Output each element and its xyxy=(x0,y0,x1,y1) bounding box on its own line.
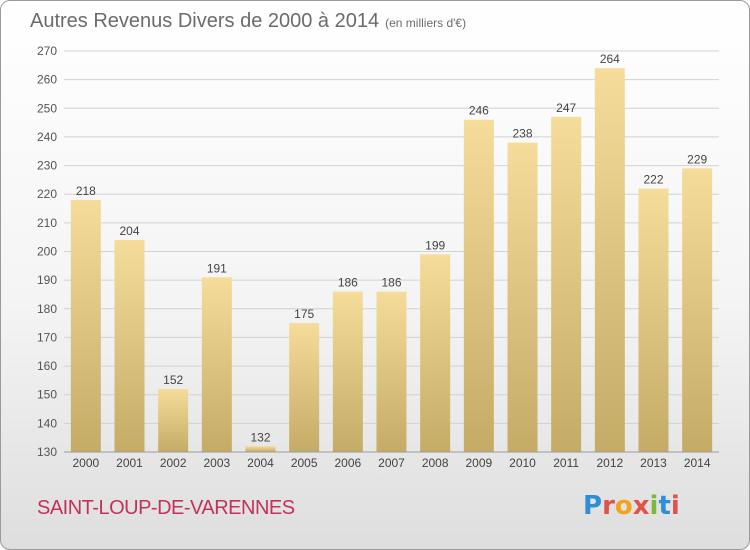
y-tick-label: 140 xyxy=(37,416,57,430)
value-label-2005: 175 xyxy=(294,307,314,321)
y-tick-label: 220 xyxy=(37,187,57,201)
y-tick-label: 130 xyxy=(37,445,57,459)
value-label-2006: 186 xyxy=(338,276,358,290)
logo-letter: i xyxy=(670,491,680,521)
bar-2003 xyxy=(201,277,232,452)
value-label-2008: 199 xyxy=(425,238,445,252)
value-label-2011: 247 xyxy=(556,101,576,115)
x-tick-label-2001: 2001 xyxy=(116,456,143,470)
logo-letter: x xyxy=(632,491,650,521)
y-tick-label: 270 xyxy=(37,44,57,58)
bar-2013 xyxy=(638,188,669,452)
proxiti-logo[interactable]: Proxiti xyxy=(583,491,680,521)
x-tick-label-2005: 2005 xyxy=(291,456,318,470)
bar-2000 xyxy=(70,199,101,452)
y-tick-label: 230 xyxy=(37,159,57,173)
value-label-2003: 191 xyxy=(207,261,227,275)
y-tick-label: 240 xyxy=(37,130,57,144)
x-tick-label-2007: 2007 xyxy=(378,456,405,470)
chart-title-main: Autres Revenus Divers de 2000 à 2014 xyxy=(30,10,380,32)
value-label-2014: 229 xyxy=(687,152,707,166)
y-tick-label: 190 xyxy=(37,273,57,287)
logo-letter: P xyxy=(583,491,603,521)
x-tick-label-2004: 2004 xyxy=(247,456,274,470)
logo-letter: i xyxy=(649,491,659,521)
bars xyxy=(70,68,713,452)
x-axis-tick-labels: 2000 2001 2002 2003 2004 2005 2006 2007 2008 2009… xyxy=(72,456,710,470)
value-label-2000: 218 xyxy=(76,184,96,198)
x-tick-label-2011: 2011 xyxy=(553,456,579,470)
y-tick-label: 160 xyxy=(37,359,57,373)
value-label-2002: 152 xyxy=(163,373,183,387)
y-tick-label: 210 xyxy=(37,216,57,230)
x-tick-label-2010: 2010 xyxy=(509,456,536,470)
bar-2009 xyxy=(463,119,494,452)
bar-2002 xyxy=(158,388,189,452)
y-tick-label: 200 xyxy=(37,245,57,259)
x-tick-label-2009: 2009 xyxy=(465,456,492,470)
value-label-2001: 204 xyxy=(119,224,139,238)
value-label-2004: 132 xyxy=(250,430,270,444)
y-tick-label: 250 xyxy=(37,101,57,115)
value-label-2012: 264 xyxy=(600,52,620,66)
value-label-2010: 238 xyxy=(512,127,532,141)
x-tick-label-2014: 2014 xyxy=(684,456,711,470)
bar-2014 xyxy=(682,168,713,452)
x-tick-label-2008: 2008 xyxy=(422,456,449,470)
bar-2005 xyxy=(289,323,320,452)
bar-2011 xyxy=(551,116,582,452)
logo-letter: o xyxy=(614,491,633,521)
value-label-2013: 222 xyxy=(643,172,663,186)
bar-2008 xyxy=(420,254,451,452)
x-tick-label-2003: 2003 xyxy=(203,456,230,470)
y-axis-tick-labels: 130 140 150 160 170 180 190 200 210 220 230 240 250 2… xyxy=(37,44,57,459)
bar-2004 xyxy=(245,446,276,452)
bar-2010 xyxy=(507,142,538,452)
value-label-2009: 246 xyxy=(469,104,489,118)
bar-2007 xyxy=(376,291,407,452)
chart-title-unit: (en milliers d'€) xyxy=(385,16,467,30)
y-tick-label: 260 xyxy=(37,73,57,87)
x-tick-label-2002: 2002 xyxy=(160,456,187,470)
bar-2001 xyxy=(114,240,145,452)
bar-value-labels: 218 204 152 191 132 175 186 186 199 246 238 247 264 2… xyxy=(76,52,708,444)
y-tick-label: 150 xyxy=(37,388,57,402)
logo-letter: r xyxy=(602,491,615,521)
x-tick-label-2006: 2006 xyxy=(334,456,361,470)
bar-2006 xyxy=(332,291,363,452)
location-name: SAINT-LOUP-DE-VARENNES xyxy=(37,497,295,519)
chart-title: Autres Revenus Divers de 2000 à 2014 (en … xyxy=(30,10,466,33)
value-label-2007: 186 xyxy=(381,276,401,290)
x-tick-label-2012: 2012 xyxy=(596,456,623,470)
bar-2012 xyxy=(594,68,625,452)
x-tick-label-2000: 2000 xyxy=(72,456,99,470)
y-tick-label: 180 xyxy=(37,302,57,316)
y-tick-label: 170 xyxy=(37,330,57,344)
logo-letter: t xyxy=(658,491,671,521)
x-tick-label-2013: 2013 xyxy=(640,456,667,470)
